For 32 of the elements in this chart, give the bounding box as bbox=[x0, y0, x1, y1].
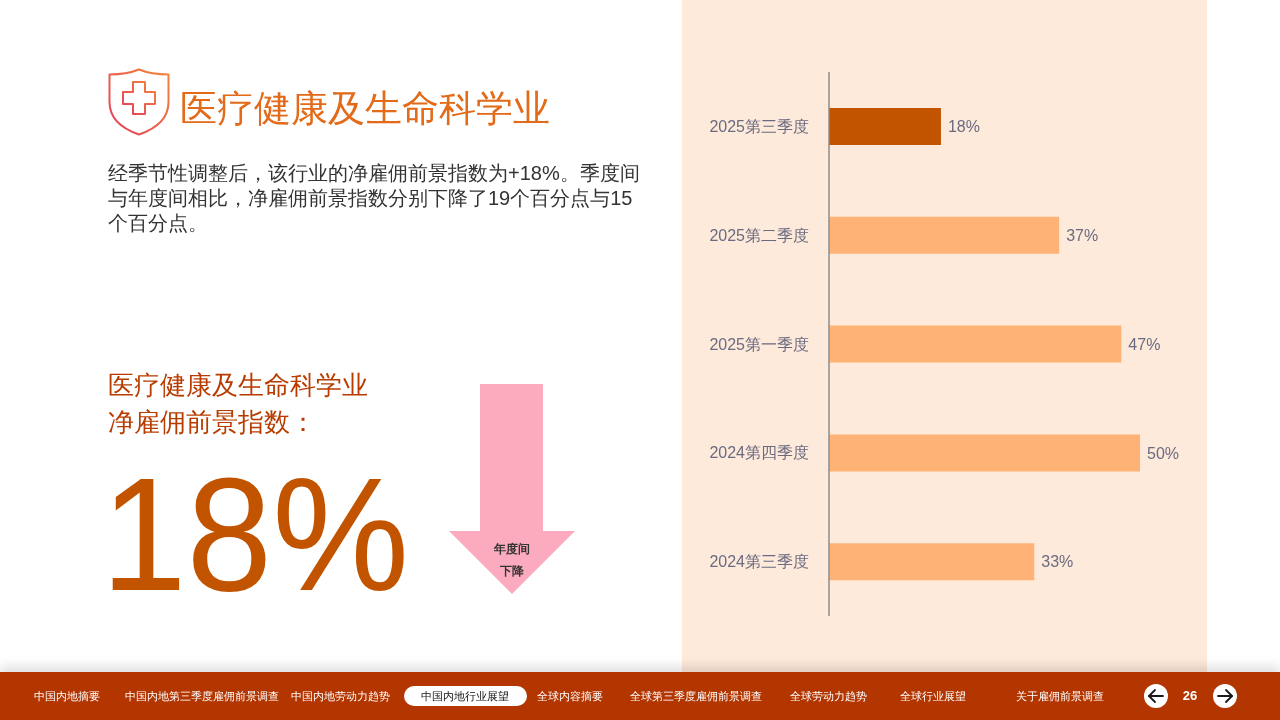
bar bbox=[829, 543, 1035, 581]
y-tick-label: 2025第二季度 bbox=[709, 226, 809, 244]
text: 关于雇佣前景调查 bbox=[1016, 689, 1104, 704]
text: 医疗健康及生命科学业 bbox=[180, 87, 550, 131]
text: 年度间 bbox=[493, 541, 531, 558]
y-tick-label: 2024第四季度 bbox=[709, 444, 809, 462]
data-label: 33% bbox=[1041, 553, 1074, 571]
bar bbox=[829, 434, 1140, 472]
text: 中国内地行业展望 bbox=[421, 689, 509, 704]
text: 中国内地劳动力趋势 bbox=[290, 689, 390, 704]
text: 中国内地第三季度雇佣前景调查 bbox=[125, 689, 279, 704]
y-tick-label: 2024第三季度 bbox=[709, 553, 809, 571]
data-label: 50% bbox=[1147, 444, 1180, 462]
text: 全球第三季度雇佣前景调查 bbox=[630, 689, 762, 704]
text: 下降 bbox=[499, 563, 525, 580]
y-tick-label: 2025第三季度 bbox=[709, 118, 809, 136]
text: 全球行业展望 bbox=[900, 689, 966, 704]
data-label: 37% bbox=[1066, 226, 1099, 244]
text: 医疗健康及生命科学业 bbox=[108, 369, 368, 402]
bar bbox=[829, 325, 1122, 363]
text: 中国内地摘要 bbox=[34, 689, 100, 704]
text: 18% bbox=[101, 443, 410, 624]
bar bbox=[829, 108, 941, 145]
data-label: 18% bbox=[947, 118, 980, 136]
y-tick-label: 2025第一季度 bbox=[709, 335, 809, 353]
text: 全球内容摘要 bbox=[537, 689, 603, 704]
bar bbox=[829, 216, 1060, 254]
text: 26 bbox=[1181, 687, 1199, 705]
text: 经季节性调整后，该行业的净雇佣前景指数为+18%。季度间与年度间相比，净雇佣前景指数分别下降了19个百分点与15个百分点。 bbox=[108, 161, 641, 236]
text: 净雇佣前景指数： bbox=[108, 406, 316, 439]
data-label: 47% bbox=[1128, 335, 1161, 353]
text: 全球劳动力趋势 bbox=[789, 689, 867, 704]
